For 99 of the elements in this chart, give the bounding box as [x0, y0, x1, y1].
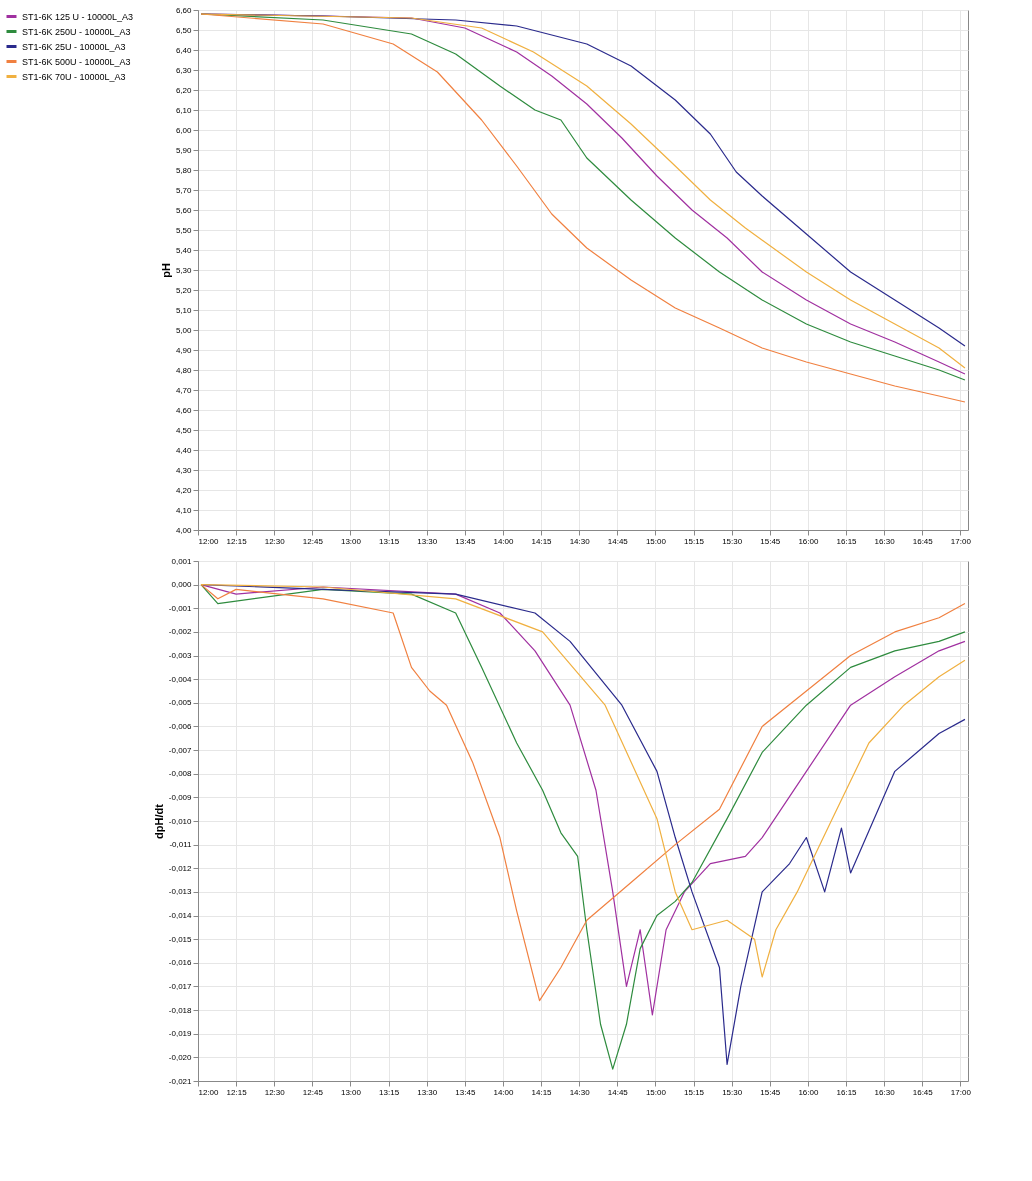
y-tick-label: -0,001 — [168, 603, 193, 613]
x-tick-label: 16:00 — [798, 536, 819, 546]
x-tick-label: 15:00 — [645, 1087, 667, 1097]
y-tick-label: 4,30 — [175, 465, 193, 475]
x-tick-label: 15:30 — [722, 536, 743, 546]
x-tick-label: 12:00 — [198, 1087, 220, 1097]
x-tick-label: 13:15 — [379, 536, 400, 546]
x-tick-label: 16:15 — [836, 1087, 858, 1097]
y-tick-label: -0,004 — [168, 674, 193, 684]
y-tick-label: -0,017 — [168, 981, 193, 991]
x-tick-label: 12:30 — [264, 1087, 286, 1097]
x-tick-label: 14:00 — [493, 1087, 515, 1097]
x-tick-label: 12:45 — [302, 1087, 324, 1097]
y-tick-label: 5,90 — [175, 145, 193, 155]
x-tick-label: 13:00 — [340, 1087, 362, 1097]
x-tick-label: 13:30 — [417, 536, 438, 546]
legend-label: ST1-6K 500U - 10000L_A3 — [22, 56, 131, 67]
x-tick-label: 16:30 — [874, 1087, 896, 1097]
x-tick-label: 15:45 — [760, 1087, 781, 1097]
x-tick-label: 15:15 — [684, 536, 705, 546]
y-tick-label: 4,10 — [175, 505, 193, 515]
y-tick-label: -0,014 — [168, 911, 193, 921]
y-tick-label: 5,10 — [175, 305, 193, 315]
y-tick-label: -0,003 — [168, 651, 193, 661]
y-tick-label: -0,012 — [168, 863, 193, 873]
y-tick-label: 5,60 — [175, 205, 193, 215]
y-tick-label: -0,018 — [168, 1005, 193, 1015]
y-tick-label: 6,60 — [175, 5, 193, 15]
x-tick-label: 14:30 — [569, 536, 591, 546]
y-tick-label: 5,80 — [175, 165, 193, 175]
x-tick-label: 13:30 — [417, 1087, 438, 1097]
y-tick-label: -0,013 — [168, 887, 193, 897]
y-tick-label: 6,40 — [175, 45, 193, 55]
y-tick-label: -0,008 — [168, 769, 193, 779]
y-tick-label: 4,40 — [175, 445, 193, 455]
y-tick-label: 4,90 — [175, 345, 193, 355]
x-tick-label: 12:00 — [198, 536, 220, 546]
legend-label: ST1-6K 250U - 10000L_A3 — [22, 26, 131, 37]
y-tick-label: -0,015 — [168, 934, 193, 944]
y-tick-label: -0,007 — [168, 745, 193, 755]
y-tick-label: -0,005 — [168, 698, 193, 708]
x-tick-label: 14:30 — [569, 1087, 591, 1097]
y-tick-label: 6,10 — [175, 105, 193, 115]
y-tick-label: 4,80 — [175, 365, 193, 375]
x-tick-label: 14:00 — [493, 536, 515, 546]
y-tick-label: 5,40 — [175, 245, 193, 255]
legend-label: ST1-6K 125 U - 10000L_A3 — [22, 11, 134, 22]
x-tick-label: 14:45 — [607, 536, 629, 546]
y-tick-label: 4,60 — [175, 405, 193, 415]
y-tick-label: 5,70 — [175, 185, 193, 195]
x-tick-label: 16:15 — [836, 536, 858, 546]
y-tick-label: 0,000 — [171, 580, 193, 590]
y-tick-label: 6,30 — [175, 65, 193, 75]
y-tick-label: 5,20 — [175, 285, 193, 295]
y-tick-label: 6,50 — [175, 25, 193, 35]
x-tick-label: 12:15 — [226, 536, 248, 546]
y-tick-label: 5,30 — [175, 265, 193, 275]
x-tick-label: 13:45 — [455, 536, 476, 546]
y-tick-label: -0,010 — [168, 816, 193, 826]
x-tick-label: 16:45 — [912, 536, 934, 546]
y-tick-label: 5,00 — [175, 325, 193, 335]
x-tick-label: 12:15 — [226, 1087, 248, 1097]
y-tick-label: 4,50 — [175, 425, 193, 435]
y-axis-title: dpH/dt — [152, 803, 165, 839]
y-tick-label: -0,021 — [168, 1076, 193, 1086]
y-tick-label: 6,00 — [175, 125, 193, 135]
y-tick-label: 4,70 — [175, 385, 193, 395]
x-tick-label: 15:45 — [760, 536, 781, 546]
y-tick-label: -0,002 — [168, 627, 193, 637]
y-tick-label: -0,006 — [168, 721, 193, 731]
legend-label: ST1-6K 70U - 10000L_A3 — [22, 71, 126, 82]
legend-label: ST1-6K 25U - 10000L_A3 — [22, 41, 126, 52]
y-tick-label: -0,011 — [169, 840, 193, 850]
y-tick-label: -0,016 — [168, 958, 193, 968]
y-tick-label: -0,009 — [168, 792, 193, 802]
y-tick-label: 0,001 — [171, 556, 193, 566]
y-axis-title: pH — [159, 263, 172, 278]
y-tick-label: -0,020 — [168, 1052, 193, 1062]
x-tick-label: 16:45 — [912, 1087, 934, 1097]
x-tick-label: 14:15 — [531, 1087, 553, 1097]
x-tick-label: 17:00 — [950, 1087, 972, 1097]
x-tick-label: 16:00 — [798, 1087, 819, 1097]
y-tick-label: 4,00 — [175, 525, 193, 535]
x-tick-label: 14:15 — [531, 536, 553, 546]
y-tick-label: 6,20 — [175, 85, 193, 95]
x-tick-label: 16:30 — [874, 536, 896, 546]
x-tick-label: 15:15 — [684, 1087, 705, 1097]
x-tick-label: 13:00 — [340, 536, 362, 546]
x-tick-label: 12:45 — [302, 536, 324, 546]
x-tick-label: 17:00 — [950, 536, 972, 546]
x-tick-label: 15:30 — [722, 1087, 743, 1097]
y-tick-label: 5,50 — [175, 225, 193, 235]
y-tick-label: -0,019 — [168, 1029, 193, 1039]
y-tick-label: 4,20 — [175, 485, 193, 495]
x-tick-label: 13:15 — [379, 1087, 400, 1097]
x-tick-label: 12:30 — [264, 536, 286, 546]
x-tick-label: 13:45 — [455, 1087, 476, 1097]
x-tick-label: 14:45 — [607, 1087, 629, 1097]
x-tick-label: 15:00 — [645, 536, 667, 546]
